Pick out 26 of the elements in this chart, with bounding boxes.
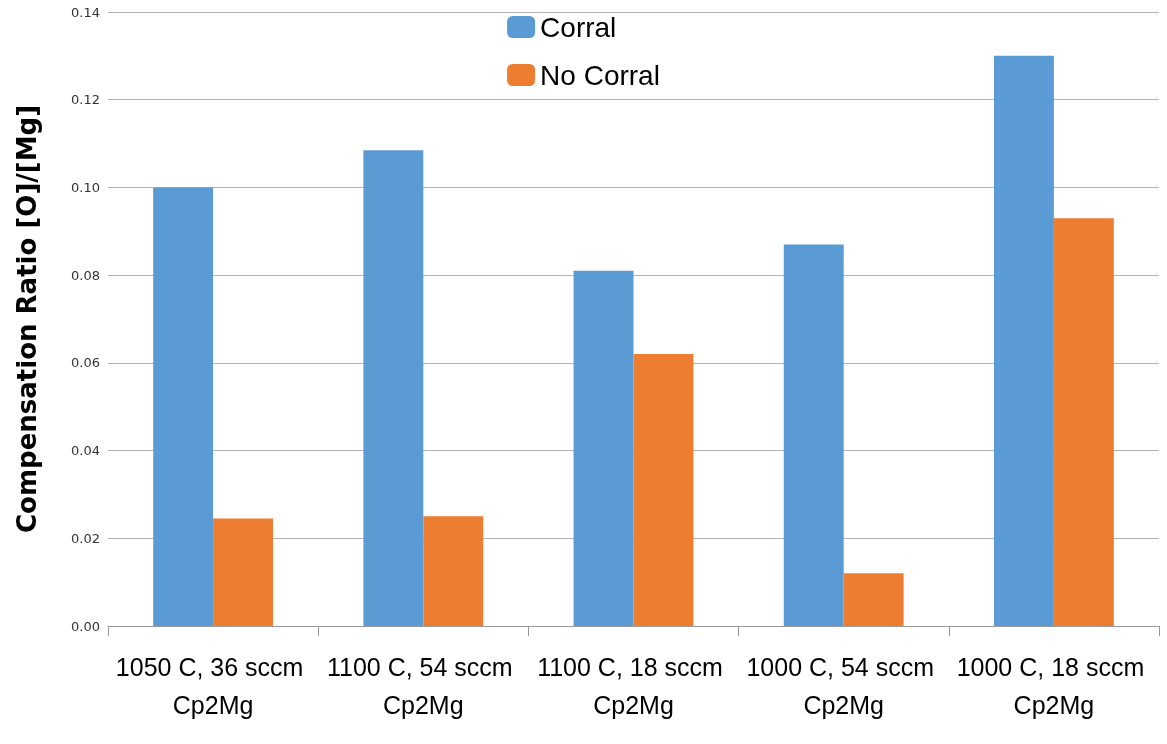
bar [783,244,844,626]
bar [993,55,1054,626]
y-tick-label: 0.10 [71,179,100,195]
x-tick-label: 1000 C, 54 sccm Cp2Mg [746,653,941,719]
bar [633,354,694,626]
bar [1053,218,1114,626]
bar [153,187,214,626]
legend-label: No Corral [540,59,660,91]
bar [573,270,634,626]
y-tick-label: 0.14 [71,4,100,20]
y-tick-label: 0.08 [71,267,100,283]
x-tick-label: 1100 C, 18 sccm Cp2Mg [537,653,730,719]
y-tick-label: 0.06 [71,355,100,371]
legend-label: Corral [540,11,617,43]
y-tick-label: 0.12 [71,92,100,108]
y-tick-label: 0.00 [71,618,100,634]
bar [843,573,904,626]
y-tick-label: 0.02 [71,530,100,546]
x-tick-label: 1000 C, 18 sccm Cp2Mg [956,653,1152,719]
bar [213,518,274,626]
bar [363,150,424,626]
y-axis-title: Compensation Ratio [O]/[Mg] [12,104,42,534]
x-tick-label: 1100 C, 54 sccm Cp2Mg [326,653,520,719]
y-tick-label: 0.04 [71,443,100,459]
bar [423,516,484,626]
x-tick-label: 1050 C, 36 sccm Cp2Mg [115,653,311,719]
